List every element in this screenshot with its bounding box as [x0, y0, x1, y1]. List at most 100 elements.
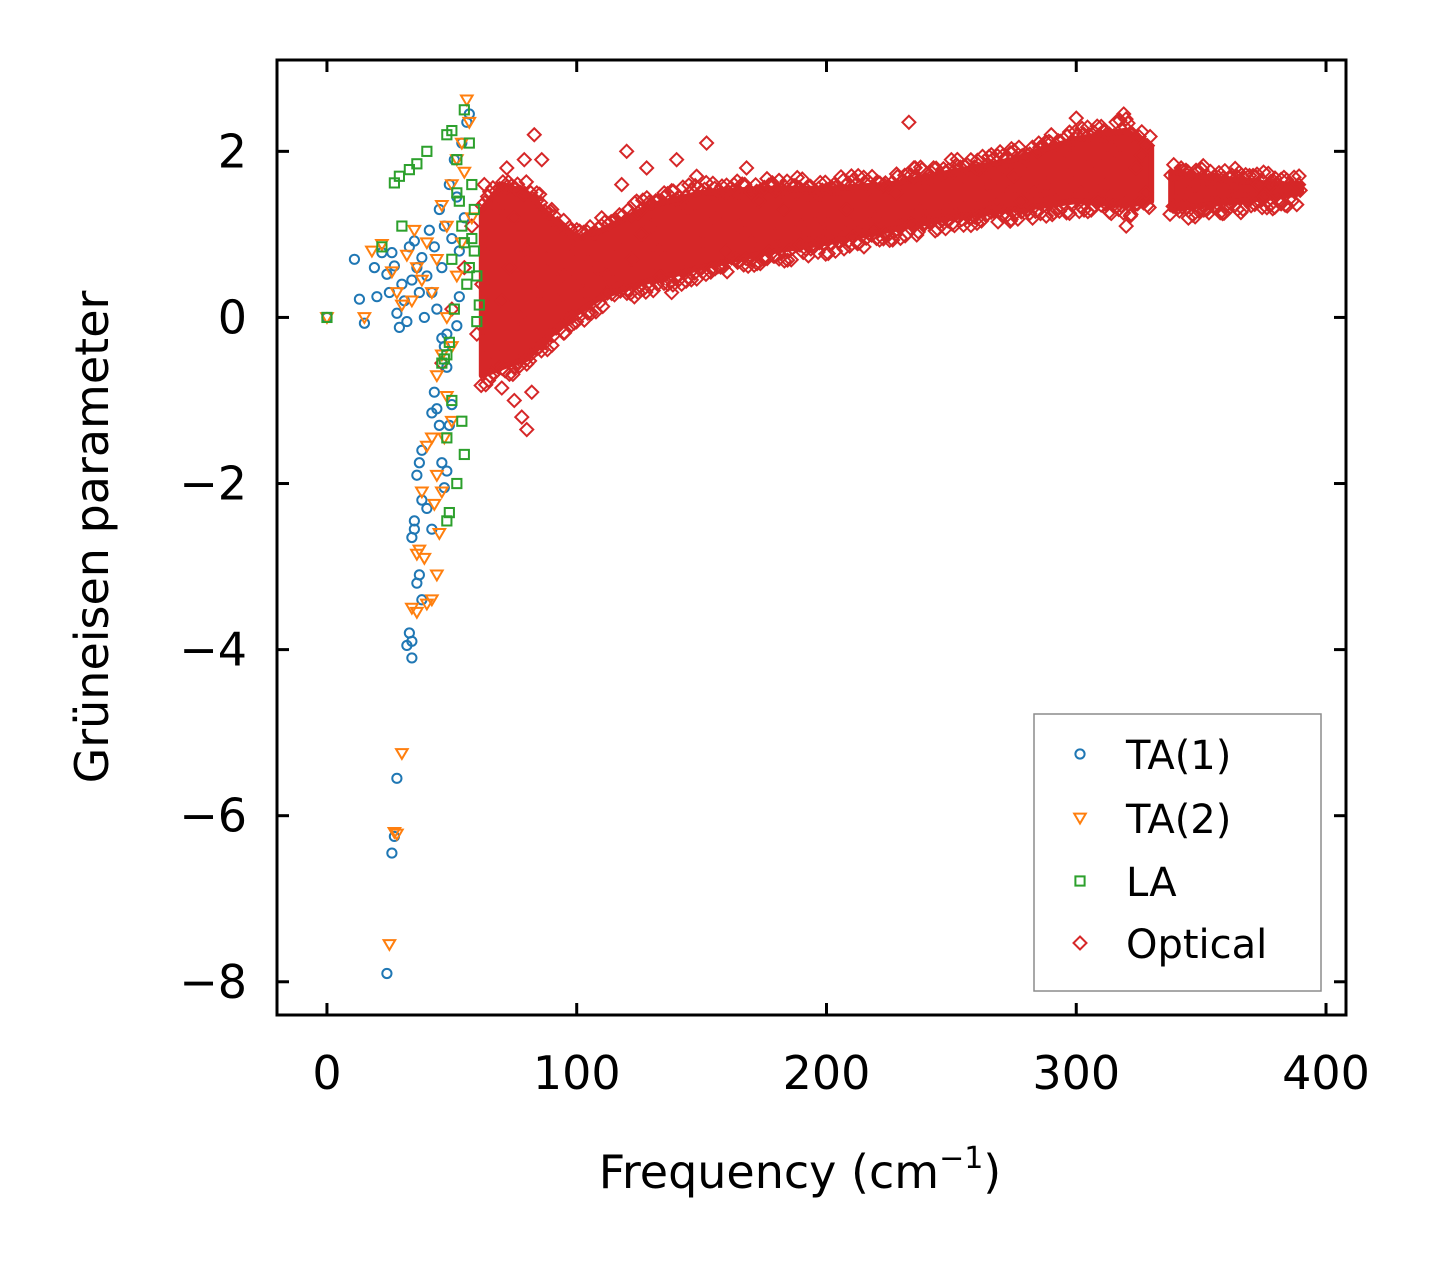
dense-edge-marker	[474, 197, 490, 214]
point-optical	[618, 143, 635, 160]
point-ta-2	[384, 266, 400, 280]
point-la	[448, 303, 460, 315]
plot-frame	[275, 58, 1348, 1017]
point-optical	[900, 114, 917, 131]
dense-edge-marker	[776, 253, 793, 269]
point-optical	[1213, 180, 1230, 197]
dense-edge-marker	[1180, 210, 1197, 227]
dense-edge-marker	[990, 213, 1006, 230]
point-ta-1	[391, 772, 403, 784]
point-optical	[943, 151, 960, 168]
point-optical	[881, 226, 897, 243]
point-la	[441, 515, 453, 527]
point-optical	[1013, 193, 1030, 210]
point-ta-2	[356, 312, 372, 325]
dense-edge-marker	[712, 259, 729, 276]
point-optical	[1038, 176, 1055, 193]
y-tick-label: −4	[179, 623, 247, 677]
dense-edge-marker	[820, 245, 837, 262]
point-ta-1	[418, 311, 430, 324]
dense-edge-marker	[1216, 205, 1232, 222]
y-tick-label: −6	[179, 789, 247, 843]
dense-edge-marker	[714, 178, 730, 195]
point-ta-2	[439, 220, 455, 234]
point-optical	[851, 184, 867, 201]
point-ta-2	[399, 249, 415, 263]
dense-edge-marker	[989, 147, 1006, 164]
point-ta-2	[389, 828, 405, 842]
dense-edge-marker	[615, 280, 632, 297]
point-ta-1	[411, 469, 423, 481]
dense-edge-marker	[719, 263, 736, 280]
point-optical	[1123, 126, 1140, 143]
dense-edge-marker	[1102, 127, 1119, 144]
dense-edge-marker	[531, 186, 548, 203]
dense-edge-marker	[637, 284, 654, 300]
point-ta-1	[386, 847, 398, 859]
point-optical	[801, 234, 817, 251]
dense-edge-marker	[1067, 123, 1084, 140]
point-la	[441, 349, 453, 361]
point-optical	[756, 251, 772, 268]
point-optical	[1055, 143, 1072, 160]
point-optical	[1138, 184, 1155, 201]
point-optical	[793, 218, 810, 235]
point-ta-2	[439, 312, 455, 325]
dense-edge-marker	[510, 354, 527, 371]
dense-edge-marker	[509, 176, 526, 193]
point-la	[466, 232, 478, 245]
point-optical	[1180, 184, 1197, 201]
point-ta-2	[439, 390, 455, 404]
dense-edge-marker	[1003, 211, 1020, 228]
x-axis-label-superscript: −1	[939, 1141, 983, 1176]
dense-edge-marker	[740, 258, 757, 275]
point-optical	[1200, 172, 1217, 189]
point-optical	[743, 234, 760, 251]
point-ta-2	[406, 224, 422, 238]
point-la	[446, 253, 458, 265]
point-optical	[893, 218, 910, 235]
point-optical	[950, 193, 967, 210]
point-la	[456, 220, 468, 232]
point-ta-2	[389, 287, 405, 301]
point-optical	[506, 209, 523, 226]
dense-edge-marker	[487, 183, 504, 200]
point-ta-2	[386, 826, 402, 840]
markers	[319, 94, 1307, 980]
dense-edge-marker	[1288, 196, 1305, 213]
point-optical	[663, 284, 680, 301]
point-optical	[613, 176, 630, 193]
dense-edge-marker	[1035, 138, 1052, 155]
point-optical	[831, 234, 847, 251]
point-ta-2	[419, 237, 435, 251]
point-optical	[673, 276, 690, 293]
point-optical	[588, 259, 605, 276]
point-optical	[526, 126, 543, 143]
point-optical	[688, 168, 705, 185]
dense-edge-marker	[1139, 137, 1156, 154]
point-optical	[1030, 135, 1047, 151]
point-la	[403, 164, 415, 176]
point-optical	[1085, 151, 1102, 168]
point-optical	[1110, 201, 1127, 218]
dense-edge-marker	[1090, 192, 1106, 208]
dense-edge-marker	[1093, 197, 1110, 214]
dense-edge-marker	[556, 222, 573, 239]
point-optical	[975, 193, 992, 210]
point-optical	[483, 342, 500, 359]
dense-edge-marker	[823, 236, 840, 252]
point-optical	[473, 276, 490, 293]
dense-edge-marker	[850, 167, 867, 184]
legend-marker-optical	[1072, 935, 1088, 951]
point-ta-2	[411, 544, 427, 558]
point-ta-2	[456, 166, 472, 180]
point-optical	[656, 184, 673, 201]
dense-edge-marker	[1118, 111, 1134, 128]
point-ta-2	[424, 432, 440, 446]
dense-edge-marker	[515, 186, 532, 203]
point-la	[411, 158, 423, 170]
dense-edge-marker	[906, 169, 923, 185]
point-ta-1	[406, 652, 418, 664]
point-optical	[573, 247, 590, 264]
point-optical	[1128, 160, 1145, 176]
